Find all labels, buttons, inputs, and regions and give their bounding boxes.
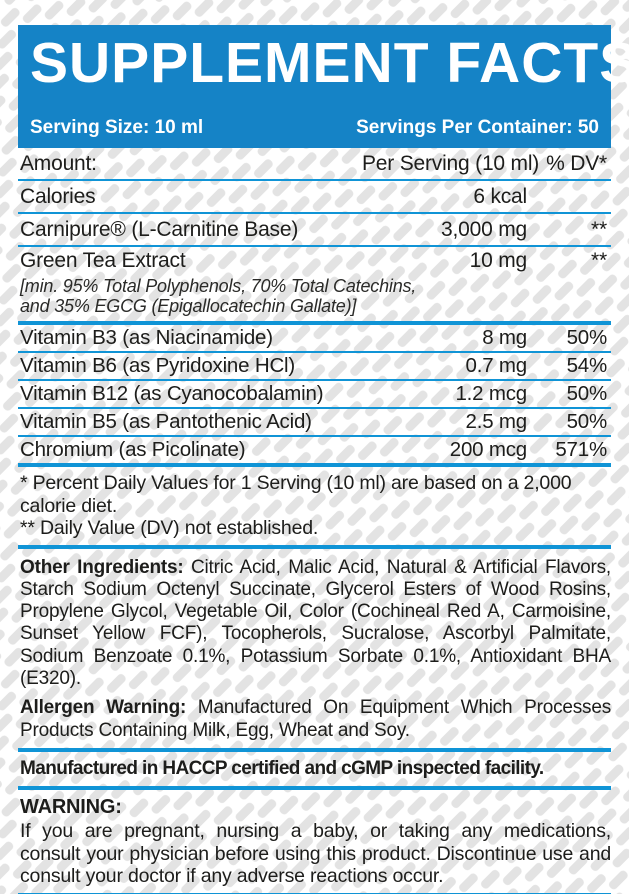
label-content: SUPPLEMENT FACTS Serving Size: 10 ml Ser… bbox=[18, 25, 629, 894]
section-divider bbox=[18, 321, 611, 325]
row-amount: 2.5 mg bbox=[465, 410, 528, 433]
other-ingredients-text: Citric Acid, Malic Acid, Natural & Artif… bbox=[20, 556, 611, 689]
table-row-vitamin-b3: Vitamin B3 (as Niacinamide) 8 mg 50% bbox=[18, 325, 611, 353]
manufactured-note: Manufactured in HACCP certified and cGMP… bbox=[20, 757, 544, 779]
row-dv: 571% bbox=[555, 438, 607, 461]
section-divider bbox=[18, 544, 611, 549]
row-name: Vitamin B12 (as Cyanocobalamin) bbox=[20, 382, 324, 405]
row-dv: 50% bbox=[566, 382, 608, 405]
note-line: [min. 95% Total Polyphenols, 70% Total C… bbox=[20, 276, 417, 296]
column-header-per-serving: Per Serving (10 ml) bbox=[362, 151, 540, 175]
allergen-warning-label: Allergen Warning: bbox=[20, 697, 187, 719]
table-row-vitamin-b12: Vitamin B12 (as Cyanocobalamin) 1.2 mcg … bbox=[18, 381, 611, 409]
table-row-carnipure: Carnipure® (L-Carnitine Base) 3,000 mg *… bbox=[18, 214, 611, 247]
table-row-green-tea: Green Tea Extract 10 mg ** bbox=[18, 247, 611, 275]
row-dv: ** bbox=[591, 249, 607, 272]
page-title: SUPPLEMENT FACTS bbox=[30, 31, 629, 95]
serving-size: Serving Size: 10 ml bbox=[30, 117, 204, 138]
row-dv: 54% bbox=[566, 354, 608, 377]
row-name: Carnipure® (L-Carnitine Base) bbox=[20, 217, 299, 241]
row-amount: 3,000 mg bbox=[441, 217, 527, 241]
warning-text: If you are pregnant, nursing a baby, or … bbox=[20, 819, 611, 888]
row-name: Vitamin B5 (as Pantothenic Acid) bbox=[20, 410, 312, 433]
table-row-vitamin-b6: Vitamin B6 (as Pyridoxine HCl) 0.7 mg 54… bbox=[18, 353, 611, 381]
servings-per-container: Servings Per Container: 50 bbox=[356, 117, 599, 138]
dv-not-established-footnote: ** Daily Value (DV) not established. bbox=[20, 517, 319, 539]
section-divider bbox=[18, 785, 611, 790]
section-divider bbox=[18, 747, 611, 752]
table-row-chromium: Chromium (as Picolinate) 200 mcg 571% bbox=[18, 437, 611, 467]
dv-footnote: * Percent Daily Values for 1 Serving (10… bbox=[20, 472, 572, 517]
row-dv: ** bbox=[591, 217, 607, 241]
allergen-warning-paragraph: Allergen Warning: Manufactured On Equipm… bbox=[18, 697, 611, 742]
row-name: Chromium (as Picolinate) bbox=[20, 438, 246, 461]
warning-section: WARNING: If you are pregnant, nursing a … bbox=[18, 796, 611, 888]
row-dv: 50% bbox=[566, 326, 608, 349]
row-dv: 50% bbox=[566, 410, 608, 433]
table-row-calories: Calories 6 kcal bbox=[18, 181, 611, 214]
row-amount: 6 kcal bbox=[473, 184, 527, 208]
row-name: Vitamin B3 (as Niacinamide) bbox=[20, 326, 273, 349]
row-name: Green Tea Extract bbox=[20, 249, 186, 272]
row-amount: 1.2 mcg bbox=[455, 382, 527, 405]
column-header-dv: % DV* bbox=[546, 151, 607, 175]
header-box: SUPPLEMENT FACTS Serving Size: 10 ml Ser… bbox=[18, 25, 629, 148]
green-tea-standardization-note: [min. 95% Total Polyphenols, 70% Total C… bbox=[18, 275, 611, 321]
row-name: Calories bbox=[20, 184, 96, 208]
facts-table: Amount: Per Serving (10 ml) % DV* Calori… bbox=[18, 148, 611, 467]
note-line: and 35% EGCG (Epigallocatechin Gallate)] bbox=[20, 296, 357, 316]
warning-label: WARNING: bbox=[20, 795, 122, 818]
other-ingredients-label: Other Ingredients: bbox=[20, 556, 184, 578]
allergen-warning-text: Manufactured On Equipment Which Processe… bbox=[20, 697, 612, 741]
row-amount: 10 mg bbox=[469, 249, 528, 272]
table-row-vitamin-b5: Vitamin B5 (as Pantothenic Acid) 2.5 mg … bbox=[18, 409, 611, 437]
column-header-amount: Amount: bbox=[20, 151, 97, 175]
row-amount: 0.7 mg bbox=[465, 354, 528, 377]
row-name: Vitamin B6 (as Pyridoxine HCl) bbox=[20, 354, 296, 377]
row-amount: 200 mcg bbox=[449, 438, 527, 461]
daily-value-footnotes: * Percent Daily Values for 1 Serving (10… bbox=[18, 472, 611, 540]
table-header-row: Amount: Per Serving (10 ml) % DV* bbox=[18, 148, 611, 181]
other-ingredients-paragraph: Other Ingredients: Citric Acid, Malic Ac… bbox=[18, 557, 611, 691]
row-amount: 8 mg bbox=[482, 326, 527, 349]
serving-info-row: Serving Size: 10 ml Servings Per Contain… bbox=[30, 117, 599, 139]
